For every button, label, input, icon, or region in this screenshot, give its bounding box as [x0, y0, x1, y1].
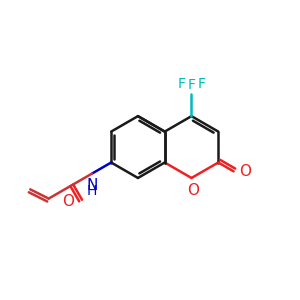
- Text: O: O: [187, 183, 199, 198]
- Text: H: H: [87, 184, 97, 199]
- Text: O: O: [62, 194, 74, 209]
- Text: F: F: [188, 78, 196, 92]
- Text: F: F: [198, 77, 206, 91]
- Text: F: F: [177, 77, 185, 91]
- Text: N: N: [86, 178, 98, 193]
- Text: O: O: [239, 164, 251, 179]
